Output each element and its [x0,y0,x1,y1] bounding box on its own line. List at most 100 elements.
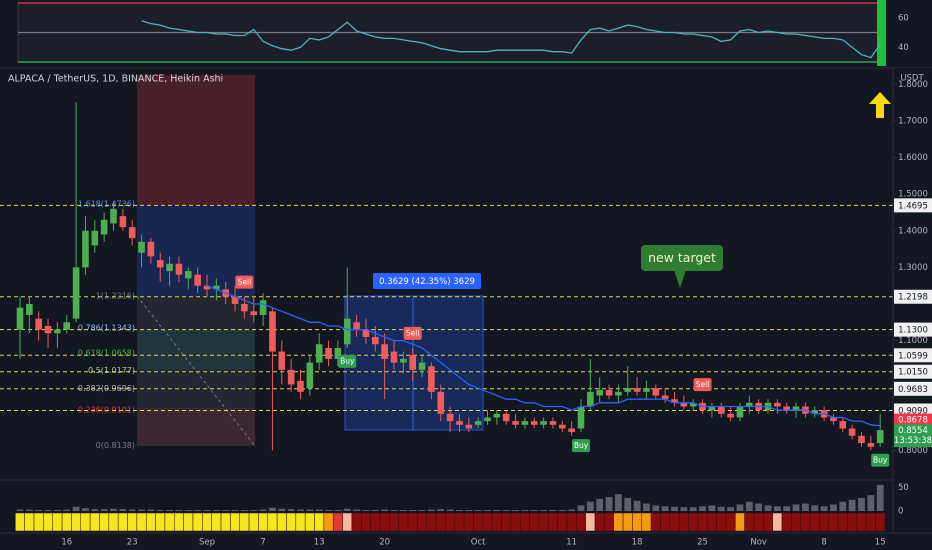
state-cell [351,512,362,532]
fib-label: 1(1.2216) [96,292,135,301]
level-tag-label: 1.0599 [898,351,928,361]
level-tag [894,381,932,396]
volume-bar [437,509,445,511]
state-cell [856,512,867,532]
state-cell [276,512,287,532]
volume-bar [269,507,276,511]
volume-bar [568,509,576,511]
volume-bar [540,510,547,511]
volume-bar [671,506,678,511]
callout-text: new target [648,250,716,265]
y-tick-label: 1.6000 [898,153,928,163]
state-cell [735,512,745,532]
volume-bar [727,507,734,511]
candle-body [128,227,136,239]
volume-bar [381,509,389,511]
volume-bar [811,505,819,511]
level-tag-label: 1.4695 [898,201,928,211]
candle-body [259,300,267,315]
state-cell [800,512,811,532]
state-cell [650,512,661,532]
candle-body [661,395,669,400]
volume-bar [839,501,847,511]
volume-bar [110,508,117,511]
state-cell [463,512,474,532]
signal-box [871,453,890,467]
volume-bar [203,510,211,511]
state-cell [370,512,381,532]
candle-body [437,391,445,414]
volume-bar [773,506,781,511]
candle-body [175,263,183,275]
candle-body [297,380,304,392]
state-cell [482,512,493,532]
state-cell [15,512,25,532]
candle-body [689,402,697,407]
ma-tag-label: 0.8678 [898,416,928,426]
candle-body [587,391,594,407]
y-tick-label: 1.8000 [898,80,928,90]
signal-label: Sell [406,329,420,338]
candle-body [185,271,192,279]
candle-body [502,413,510,422]
state-cell [127,512,138,532]
volume-bar [502,510,510,511]
volume-bar [390,510,398,511]
state-cell [108,512,119,532]
volume-bar [586,501,594,511]
signal-box [572,439,590,453]
candle-body [334,347,342,359]
volume-bar [736,504,744,511]
volume-bar [82,508,89,511]
x-tick-label: 25 [697,538,708,548]
fib-label: 0.5(1.0177) [88,366,135,375]
candle-body [521,421,529,425]
candle-body [54,329,61,334]
volume-bar [493,510,501,511]
candle-body [287,369,295,385]
volume-bar [876,484,884,511]
volume-bar [783,506,791,511]
level-tag-label: 1.2198 [898,293,928,303]
candle-body [381,344,388,359]
volume-bar [428,509,435,511]
signal-box [403,326,422,340]
candle-body [82,230,89,268]
y-tick-label: 1.3000 [898,263,928,273]
volume-bar [343,508,351,511]
volume-bar [278,508,286,511]
volume-bar [35,510,43,511]
volume-bar [72,506,80,511]
state-cell [323,512,334,532]
volume-bar [44,510,52,511]
volume-bar [820,506,828,511]
x-tick-label: 23 [127,538,138,548]
volume-bar [474,510,482,511]
state-cell [688,512,699,532]
state-cell [117,512,128,532]
time-axis-bg [0,533,932,550]
signal-label: Sell [238,277,252,286]
state-cell [136,512,147,532]
candle-body [315,344,323,363]
candle-body [858,435,865,444]
state-cell [660,512,671,532]
volume-bar [194,510,202,511]
level-tag-label: 0.9683 [898,385,928,395]
volume-bar [802,503,809,511]
state-cell [772,512,783,532]
state-cell [548,512,558,532]
x-tick-label: 16 [61,538,72,548]
state-cell [604,512,614,532]
candle-body [839,421,847,429]
volume-bar [306,509,314,511]
state-cell [174,512,184,532]
candle-body [493,413,501,418]
candle-body [568,428,575,433]
candle-body [577,406,585,429]
volume-bar [25,509,33,511]
state-cell [519,512,530,532]
volume-bar [418,510,426,511]
state-cell [192,512,203,532]
state-cell [585,512,596,532]
